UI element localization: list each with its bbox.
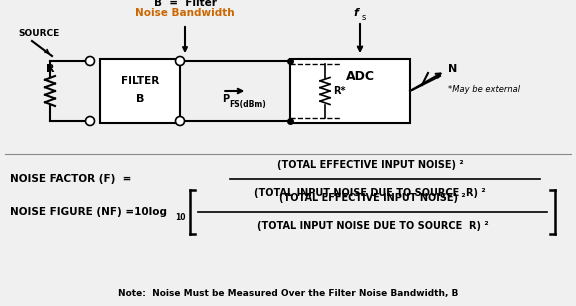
- Text: B: B: [136, 94, 144, 104]
- Circle shape: [85, 57, 94, 65]
- Circle shape: [176, 117, 184, 125]
- Text: *May be external: *May be external: [448, 84, 520, 94]
- Text: FILTER: FILTER: [121, 76, 159, 86]
- Text: R: R: [46, 64, 54, 74]
- Text: FS(dBm): FS(dBm): [229, 99, 266, 109]
- Text: 10: 10: [175, 212, 185, 222]
- Text: NOISE FACTOR (F)  =: NOISE FACTOR (F) =: [10, 174, 131, 184]
- Text: SOURCE: SOURCE: [18, 29, 59, 39]
- Text: R*: R*: [333, 86, 346, 96]
- Text: Noise Bandwidth: Noise Bandwidth: [135, 8, 235, 18]
- Circle shape: [85, 117, 94, 125]
- Bar: [290, 59, 410, 123]
- Text: P: P: [222, 94, 229, 104]
- Text: N: N: [448, 64, 457, 74]
- Text: (TOTAL INPUT NOISE DUE TO SOURCE  R) ²: (TOTAL INPUT NOISE DUE TO SOURCE R) ²: [254, 188, 486, 198]
- Circle shape: [176, 57, 184, 65]
- Bar: [100, 59, 180, 123]
- Text: (TOTAL INPUT NOISE DUE TO SOURCE  R) ²: (TOTAL INPUT NOISE DUE TO SOURCE R) ²: [257, 221, 488, 231]
- Text: ADC: ADC: [346, 69, 374, 83]
- Text: B  =  Filter: B = Filter: [154, 0, 217, 8]
- Text: (TOTAL EFFECTIVE INPUT NOISE) ²: (TOTAL EFFECTIVE INPUT NOISE) ²: [279, 193, 466, 203]
- Text: Note:  Noise Must be Measured Over the Filter Noise Bandwidth, B: Note: Noise Must be Measured Over the Fi…: [118, 289, 458, 298]
- Text: s: s: [362, 13, 366, 22]
- Text: (TOTAL EFFECTIVE INPUT NOISE) ²: (TOTAL EFFECTIVE INPUT NOISE) ²: [276, 160, 463, 170]
- Text: NOISE FIGURE (NF) =10log: NOISE FIGURE (NF) =10log: [10, 207, 167, 217]
- Text: f: f: [353, 8, 358, 18]
